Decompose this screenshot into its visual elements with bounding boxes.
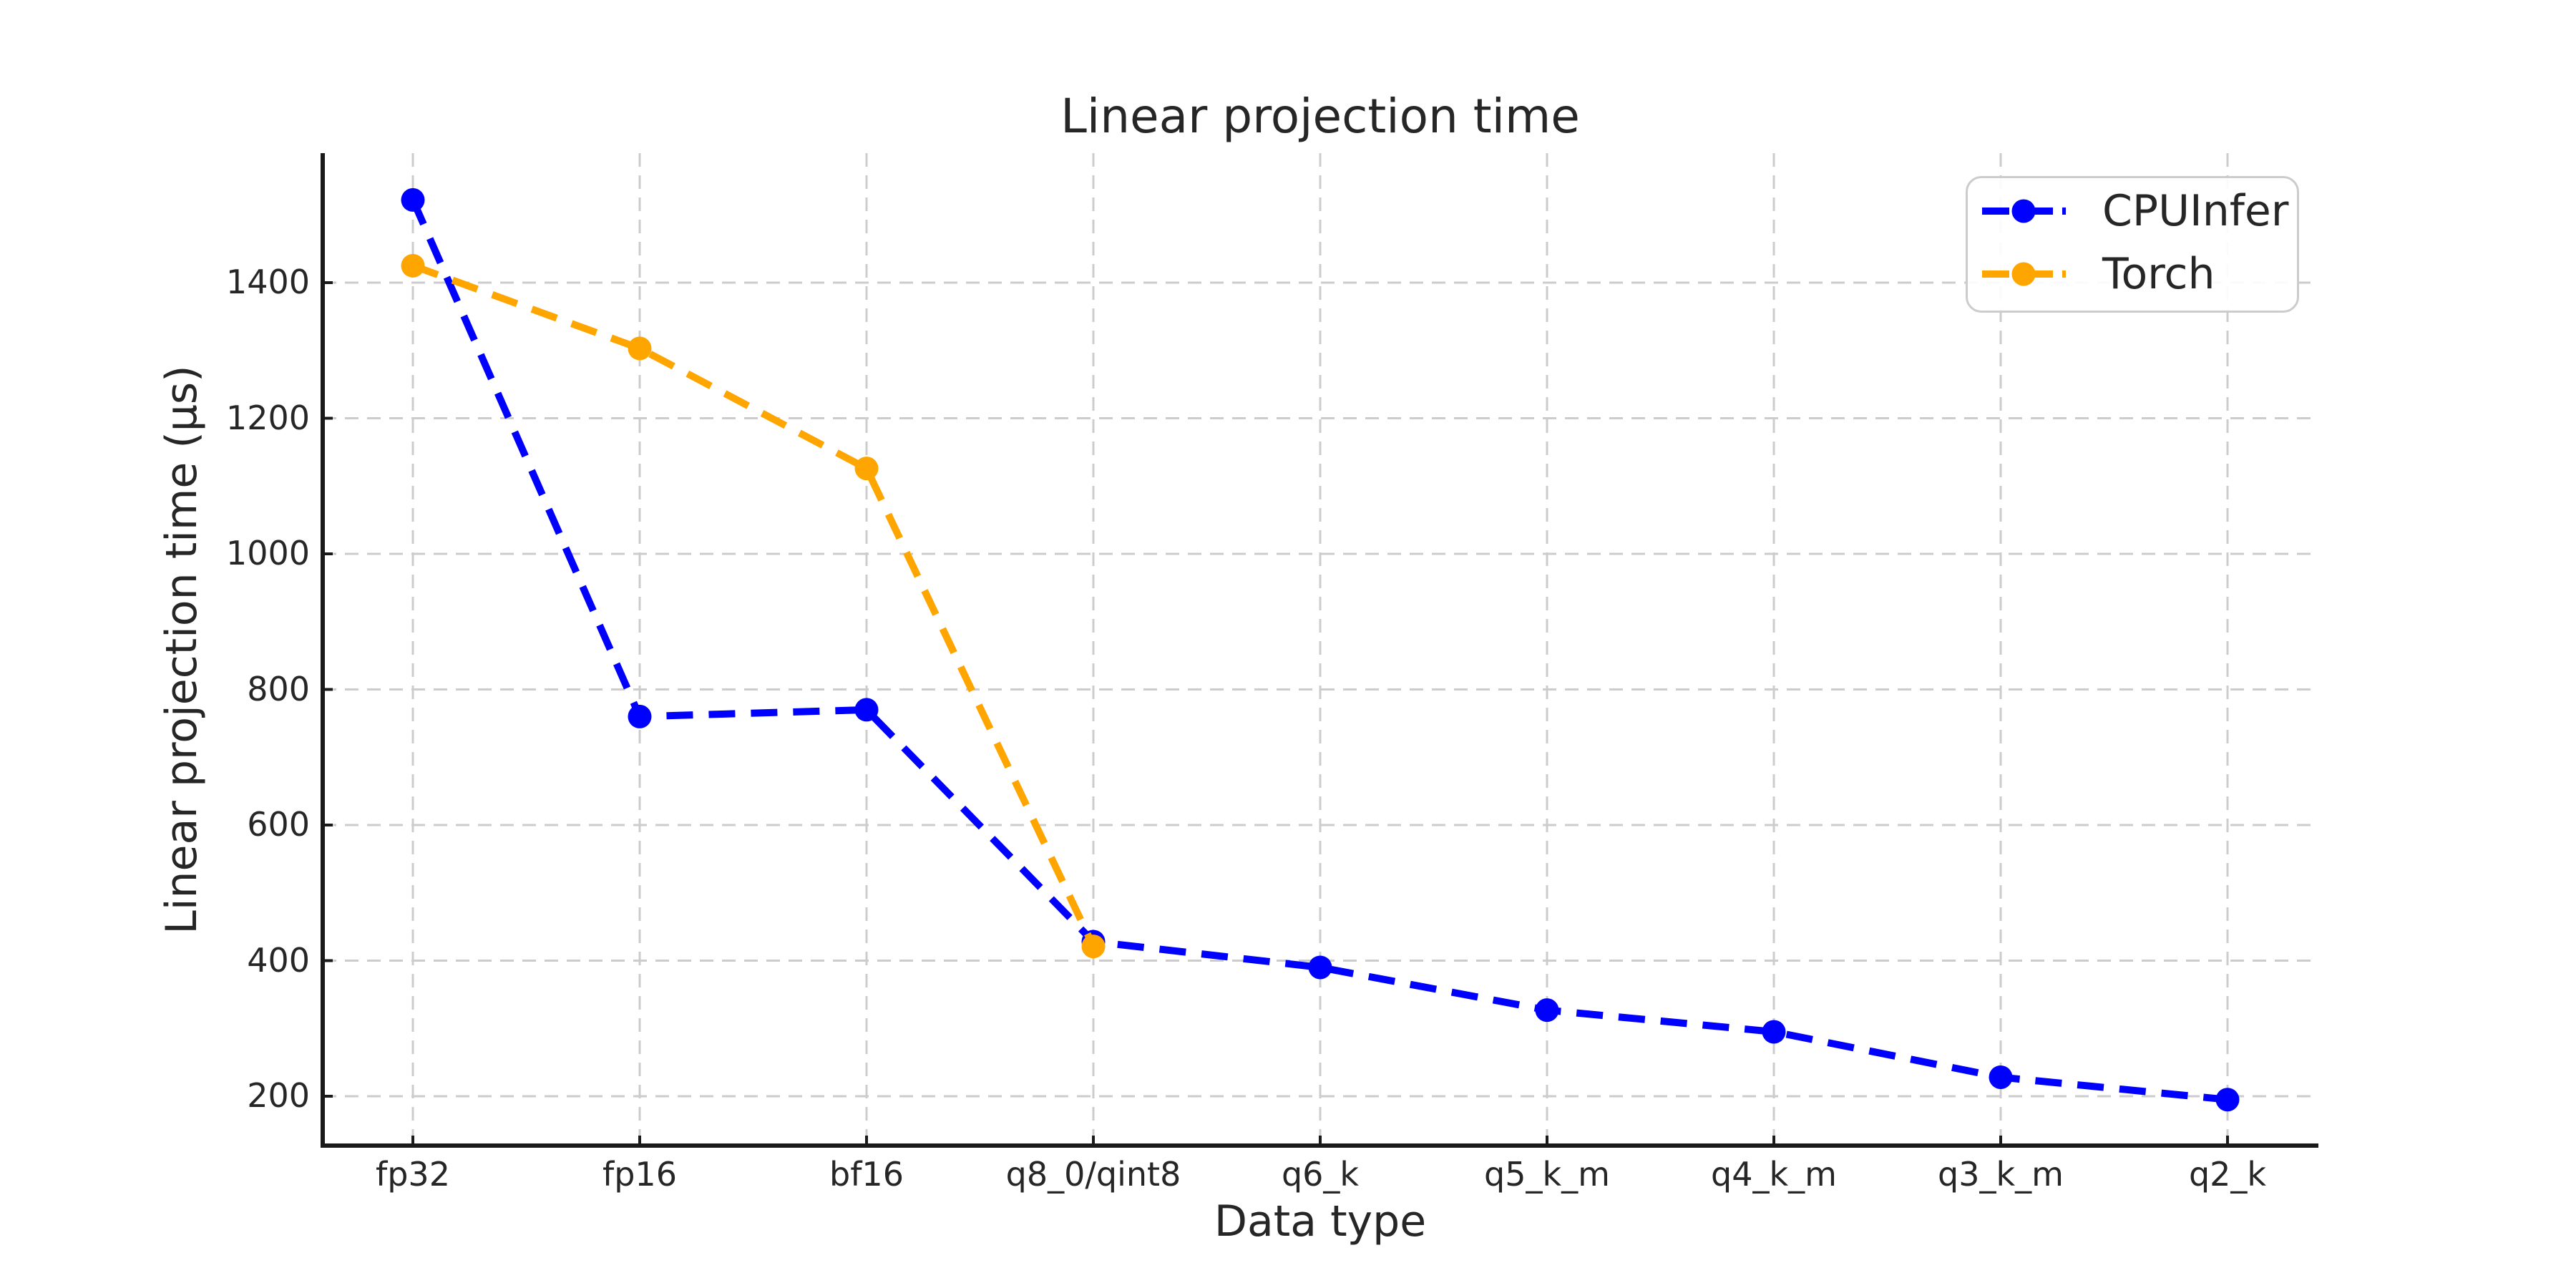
x-tick-label: bf16 — [829, 1155, 904, 1194]
chart-title: Linear projection time — [1060, 89, 1580, 144]
gridlines — [323, 153, 2318, 1146]
data-point-Torch — [854, 457, 879, 481]
legend-item-Torch: Torch — [1968, 243, 2297, 306]
legend-label: Torch — [2102, 249, 2215, 299]
y-tick-label: 200 — [247, 1075, 310, 1115]
y-tick-label: 1200 — [225, 398, 310, 437]
data-point-CPUInfer — [854, 698, 879, 722]
x-axis-label: Data type — [1214, 1196, 1427, 1246]
legend-item-CPUInfer: CPUInfer — [1968, 180, 2297, 243]
series-line-Torch — [411, 262, 1097, 948]
y-axis-label: Linear projection time (µs) — [157, 365, 207, 935]
axes-layer — [321, 153, 2318, 1148]
data-point-CPUInfer — [2215, 1088, 2240, 1112]
data-point-Torch — [628, 336, 652, 361]
x-tick-label: q3_k_m — [1938, 1155, 2064, 1194]
data-point-CPUInfer — [1308, 955, 1332, 980]
legend-swatch-CPUInfer — [1982, 199, 2066, 223]
x-tick-label: fp16 — [602, 1155, 677, 1194]
x-tick-label: q5_k_m — [1484, 1155, 1610, 1194]
series-layer — [401, 187, 2240, 1112]
legend-swatch-Torch — [1982, 262, 2066, 286]
data-point-Torch — [1081, 935, 1106, 959]
legend-label: CPUInfer — [2102, 186, 2289, 236]
x-tick-label: q2_k — [2188, 1155, 2267, 1194]
legend: CPUInfer Torch — [1966, 176, 2299, 313]
data-point-CPUInfer — [1989, 1065, 2013, 1089]
legend-marker — [2011, 199, 2036, 223]
x-tick-label: q4_k_m — [1711, 1155, 1837, 1194]
legend-marker — [2011, 262, 2036, 286]
y-tick-label: 1000 — [225, 533, 310, 572]
y-tick-label: 800 — [247, 669, 310, 708]
series-line-CPUInfer — [409, 198, 2228, 1103]
x-tick-label: q6_k — [1281, 1155, 1360, 1194]
y-tick-label: 400 — [247, 940, 310, 980]
x-tick-label: q8_0/qint8 — [1005, 1155, 1181, 1194]
data-point-CPUInfer — [1762, 1020, 1786, 1044]
x-tick-label: fp32 — [376, 1155, 450, 1194]
data-point-Torch — [401, 253, 425, 278]
data-point-CPUInfer — [1535, 998, 1559, 1023]
y-tick-label: 600 — [247, 804, 310, 844]
data-point-CPUInfer — [628, 704, 652, 728]
data-point-CPUInfer — [401, 187, 425, 212]
y-tick-label: 1400 — [225, 262, 310, 301]
